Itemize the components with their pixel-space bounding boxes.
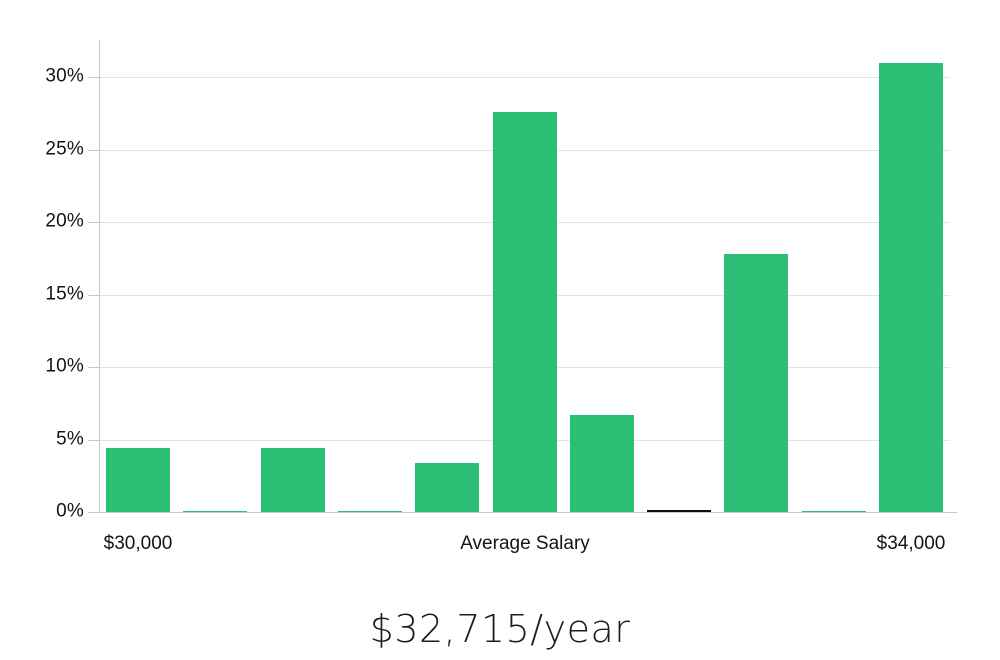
bar-5	[493, 111, 557, 512]
y-tick-label-10pct: 10%	[45, 355, 84, 377]
bar-2	[261, 448, 325, 512]
y-tick-label-15pct: 15%	[45, 283, 84, 305]
x-axis-baseline	[99, 512, 957, 513]
y-tick-label-0pct: 0%	[56, 500, 84, 522]
y-tick-20pct	[88, 222, 99, 223]
y-tick-label-20pct: 20%	[45, 210, 84, 232]
x-tick-label-0: $30,000	[103, 533, 173, 554]
bar-1	[183, 510, 247, 512]
x-tick-label-5: Average Salary	[460, 533, 590, 554]
y-tick-30pct	[88, 77, 99, 78]
y-tick-label-25pct: 25%	[45, 138, 84, 160]
y-tick-10pct	[88, 367, 99, 368]
y-tick-25pct	[88, 150, 99, 151]
chart-title: $32,715/year	[369, 607, 631, 651]
bar-4	[415, 462, 479, 512]
y-tick-15pct	[88, 295, 99, 296]
y-tick-5pct	[88, 440, 99, 441]
bar-6	[570, 414, 634, 512]
bar-9	[802, 510, 866, 512]
y-tick-0pct	[88, 512, 99, 513]
x-tick-label-10: $34,000	[876, 533, 946, 554]
bar-8	[724, 253, 788, 512]
bar-7	[647, 509, 711, 512]
y-axis-line	[99, 40, 100, 512]
bar-10	[879, 62, 943, 512]
y-tick-label-30pct: 30%	[45, 65, 84, 87]
gridline-30pct	[100, 77, 950, 78]
bar-3	[338, 510, 402, 512]
y-tick-label-5pct: 5%	[56, 428, 84, 450]
bar-0	[106, 448, 170, 512]
